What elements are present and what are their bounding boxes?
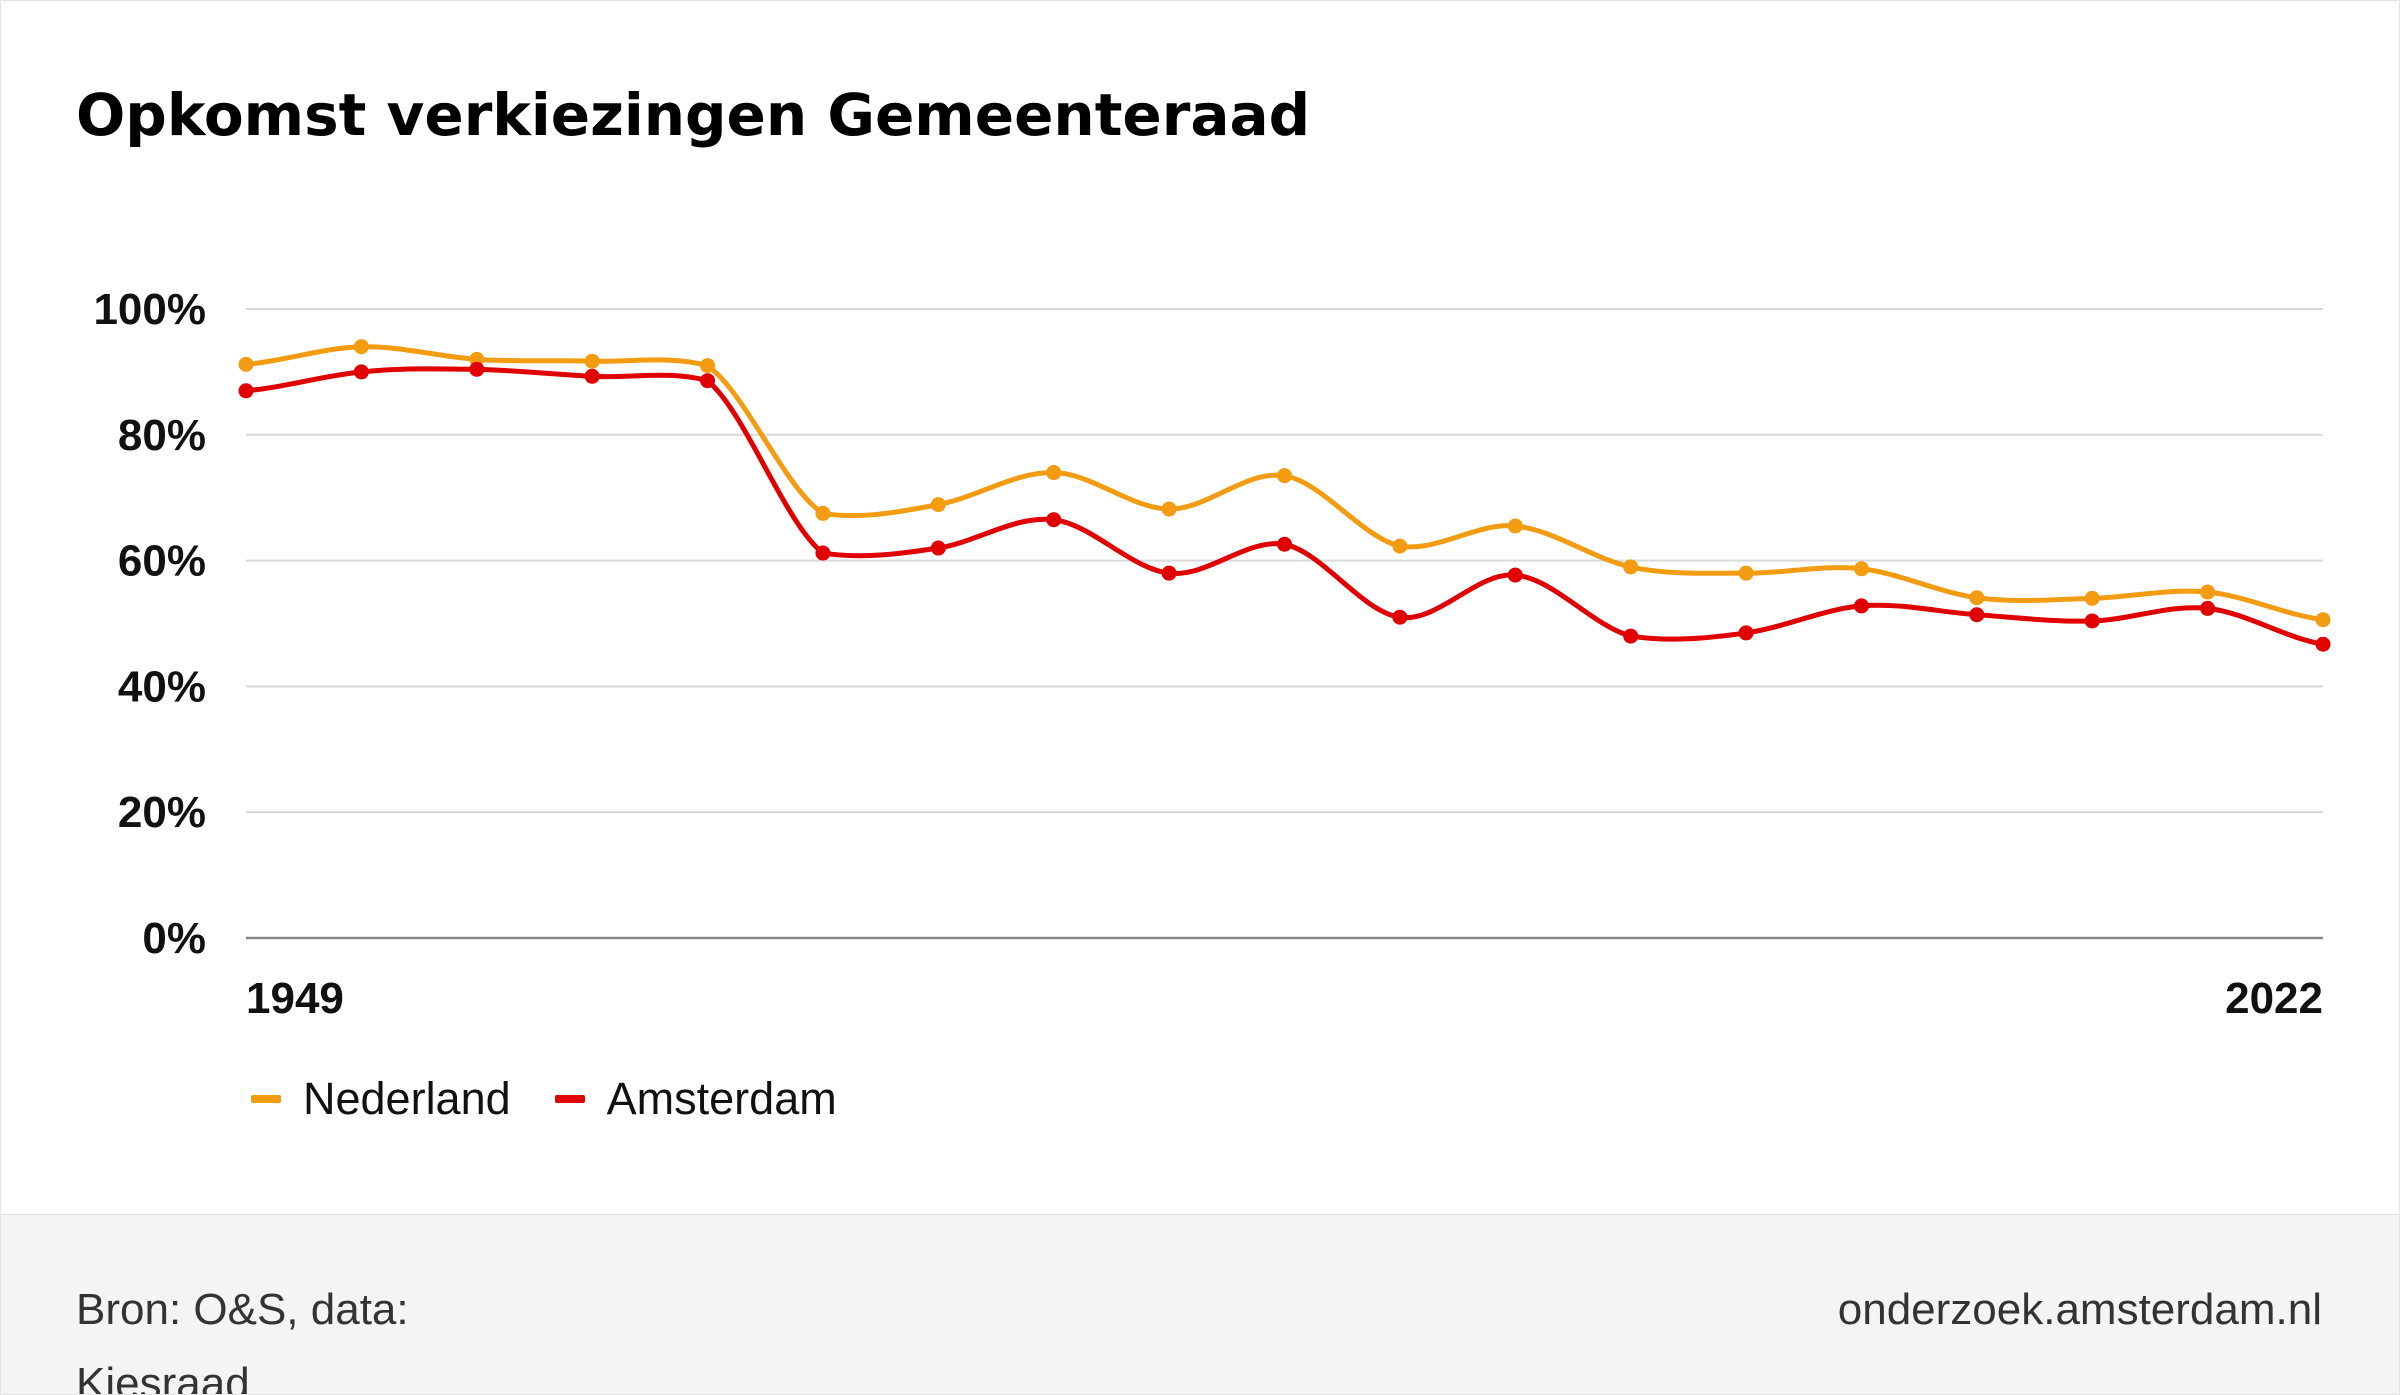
data-point-amsterdam bbox=[1046, 512, 1062, 528]
data-point-nederland bbox=[1392, 538, 1408, 554]
y-tick-label: 0% bbox=[142, 914, 206, 963]
data-point-nederland bbox=[238, 356, 254, 372]
data-point-nederland bbox=[1161, 501, 1177, 517]
data-point-amsterdam bbox=[1507, 567, 1523, 583]
y-tick-label: 20% bbox=[118, 788, 206, 837]
legend-item-amsterdam[interactable]: Amsterdam bbox=[554, 1073, 837, 1125]
legend-label-nederland: Nederland bbox=[303, 1073, 511, 1124]
source-link[interactable]: onderzoek.amsterdam.nl bbox=[1837, 1285, 2322, 1334]
data-point-amsterdam bbox=[469, 361, 485, 377]
y-axis-tick-labels: 0% 20% 40% 60% 80% 100% bbox=[93, 285, 206, 963]
data-point-nederland bbox=[584, 353, 600, 369]
data-point-amsterdam bbox=[815, 545, 831, 561]
data-point-amsterdam bbox=[584, 368, 600, 384]
data-point-amsterdam bbox=[1623, 628, 1639, 644]
data-point-amsterdam bbox=[930, 540, 946, 556]
y-tick-label: 100% bbox=[93, 285, 206, 334]
data-point-nederland bbox=[1623, 559, 1639, 575]
data-point-nederland bbox=[353, 339, 369, 355]
data-point-nederland bbox=[1046, 465, 1062, 481]
series-amsterdam bbox=[238, 361, 2331, 652]
gridlines bbox=[246, 308, 2323, 940]
series-line-amsterdam bbox=[243, 366, 2326, 647]
data-point-nederland bbox=[1738, 565, 1754, 581]
y-tick-label: 40% bbox=[118, 662, 206, 711]
data-point-amsterdam bbox=[1161, 565, 1177, 581]
legend-label-amsterdam: Amsterdam bbox=[606, 1073, 837, 1124]
line-chart: 0% 20% 40% 60% 80% 100% 1949 2022 bbox=[93, 285, 2331, 1023]
data-point-nederland bbox=[1969, 590, 1985, 606]
data-point-amsterdam bbox=[2315, 636, 2331, 652]
data-point-amsterdam bbox=[700, 373, 716, 389]
data-point-amsterdam bbox=[2084, 613, 2100, 629]
data-point-amsterdam bbox=[1969, 607, 1985, 623]
data-point-amsterdam bbox=[238, 383, 254, 399]
source-note: Bron: O&S, data: Kiesraad bbox=[76, 1285, 409, 1395]
x-tick-label-first: 1949 bbox=[246, 974, 344, 1023]
x-tick-label-last: 2022 bbox=[2225, 974, 2323, 1023]
chart-footer: Bron: O&S, data: Kiesraad onderzoek.amst… bbox=[1, 1214, 2399, 1395]
chart-title: Opkomst verkiezingen Gemeenteraad bbox=[76, 81, 1311, 149]
data-point-nederland bbox=[815, 505, 831, 521]
x-axis-tick-labels: 1949 2022 bbox=[246, 974, 2323, 1023]
data-point-amsterdam bbox=[2200, 600, 2216, 616]
chart-legend: Nederland Amsterdam bbox=[251, 1069, 881, 1129]
data-point-nederland bbox=[1507, 518, 1523, 534]
series-nederland bbox=[238, 339, 2331, 628]
data-point-amsterdam bbox=[1853, 598, 1869, 614]
legend-swatch-amsterdam bbox=[554, 1095, 585, 1103]
data-point-nederland bbox=[1277, 468, 1292, 484]
data-point-amsterdam bbox=[1277, 536, 1292, 552]
legend-swatch-nederland bbox=[251, 1095, 281, 1103]
data-point-amsterdam bbox=[353, 364, 369, 380]
series-line-nederland bbox=[243, 344, 2326, 623]
y-tick-label: 80% bbox=[118, 411, 206, 460]
series-lines bbox=[238, 339, 2331, 652]
y-tick-label: 60% bbox=[118, 537, 206, 586]
data-point-amsterdam bbox=[1738, 625, 1754, 641]
data-point-nederland bbox=[2200, 584, 2216, 600]
legend-item-nederland[interactable]: Nederland bbox=[251, 1073, 511, 1125]
data-point-nederland bbox=[1853, 561, 1869, 577]
data-point-nederland bbox=[700, 358, 716, 374]
data-point-nederland bbox=[2315, 612, 2331, 628]
data-point-amsterdam bbox=[1392, 609, 1408, 625]
data-point-nederland bbox=[930, 497, 946, 513]
data-point-nederland bbox=[2084, 590, 2100, 606]
